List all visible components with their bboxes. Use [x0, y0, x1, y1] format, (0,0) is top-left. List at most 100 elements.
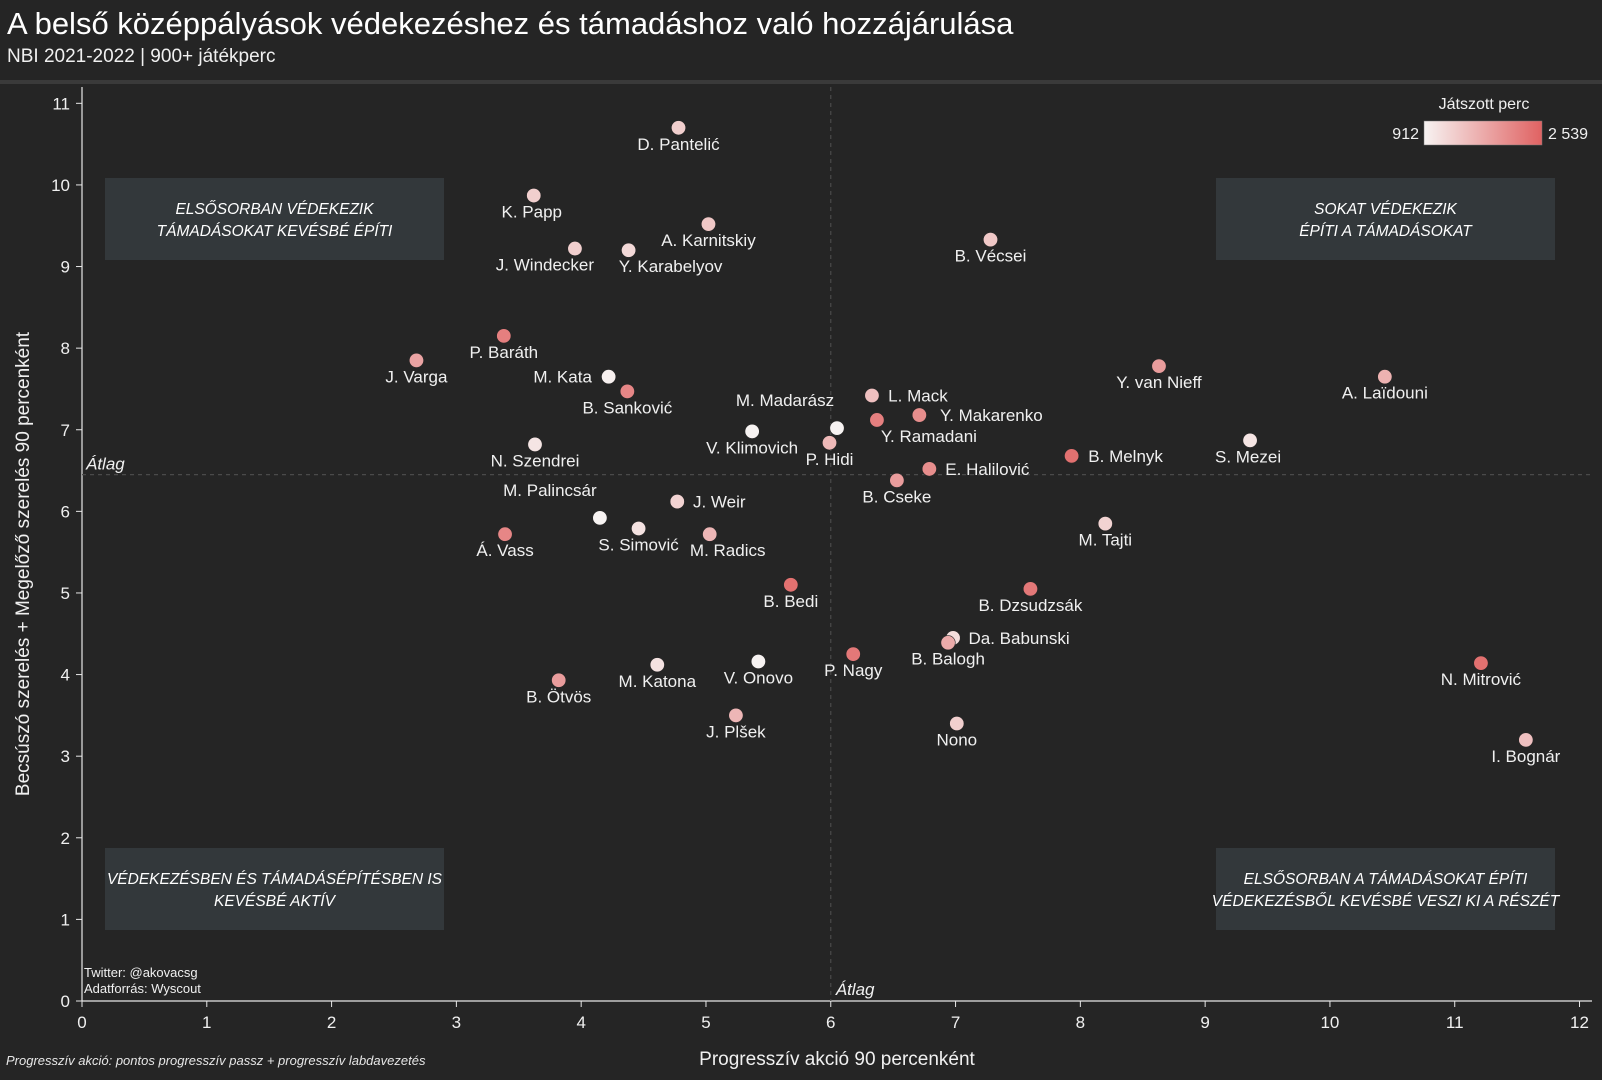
player-label: Da. Babunski: [968, 629, 1069, 648]
x-tick-label: 6: [826, 1013, 835, 1032]
player-label: B. Sanković: [582, 398, 672, 417]
quadrant-bottom-right: ELSŐSORBAN A TÁMADÁSOKAT ÉPÍTI VÉDEKEZÉSB…: [1212, 848, 1561, 930]
quadrant-label-line2: TÁMADÁSOKAT KEVÉSBÉ ÉPÍTI: [157, 223, 393, 240]
player-point: [911, 407, 927, 423]
quadrant-box: [1216, 848, 1555, 930]
player-label: M. Kata: [533, 368, 592, 387]
player-label: A. Karnitskiy: [661, 231, 756, 250]
player-point: [567, 241, 583, 257]
player-point: [496, 328, 512, 344]
quadrant-bottom-left: VÉDEKEZÉSBEN ÉS TÁMADÁSÉPÍTÉSBEN IS KEVÉS…: [105, 848, 444, 930]
x-tick-label: 5: [701, 1013, 710, 1032]
player-label: V. Onovo: [724, 669, 793, 688]
player-label: Nono: [936, 731, 977, 750]
player-label: B. Vécsei: [955, 247, 1027, 266]
player-point: [1242, 432, 1258, 448]
player-point: [526, 188, 542, 204]
player-point: [864, 387, 880, 403]
legend-min-label: 912: [1392, 126, 1419, 143]
player-point-group: K. Papp: [502, 188, 563, 222]
player-point-group: I. Bognár: [1491, 732, 1561, 766]
chart-subtitle: NBI 2021-2022 | 900+ játékperc: [7, 46, 276, 67]
player-point-group: S. Mezei: [1215, 432, 1281, 466]
player-point: [671, 120, 687, 136]
x-axis-label: Progresszív akció 90 percenként: [699, 1049, 975, 1070]
x-tick-label: 0: [77, 1013, 86, 1032]
player-point: [1473, 655, 1489, 671]
player-point: [621, 242, 637, 258]
player-point: [744, 423, 760, 439]
player-label: B. Melnyk: [1088, 447, 1163, 466]
player-point-group: B. Sanković: [582, 383, 673, 417]
player-point-group: B. Melnyk: [1064, 447, 1163, 466]
player-label: Y. Ramadani: [881, 427, 977, 446]
player-point-group: Y. van Nieff: [1116, 358, 1202, 392]
player-point: [669, 494, 685, 510]
player-point: [702, 526, 718, 542]
player-label: L. Mack: [888, 386, 948, 405]
player-point-group: A. Karnitskiy: [661, 216, 756, 250]
player-point: [1518, 732, 1534, 748]
player-point-group: V. Onovo: [724, 654, 793, 688]
y-tick-label: 3: [61, 747, 70, 766]
header-divider: [0, 80, 1602, 84]
player-point: [619, 383, 635, 399]
player-point-group: N. Szendrei: [491, 436, 579, 470]
player-point-group: V. Klimovich: [706, 423, 798, 457]
player-point: [1097, 516, 1113, 532]
player-point: [551, 672, 567, 688]
player-point: [921, 461, 937, 477]
player-point-group: B. Ötvös: [526, 672, 591, 706]
player-point-group: Nono: [936, 716, 977, 750]
y-tick-label: 5: [61, 584, 70, 603]
player-label: M. Palincsár: [503, 481, 597, 500]
quadrant-label-line2: VÉDEKEZÉSBŐL KEVÉSBÉ VESZI KI A RÉSZÉT: [1212, 893, 1561, 910]
player-label: K. Papp: [502, 203, 563, 222]
player-point-group: L. Mack: [864, 386, 948, 405]
chart-title: A belső középpályások védekezéshez és tá…: [7, 6, 1014, 41]
player-point-group: P. Hidi: [806, 435, 854, 469]
y-tick-label: 6: [61, 502, 70, 521]
player-label: P. Hidi: [806, 450, 854, 469]
player-label: Y. Makarenko: [940, 406, 1043, 425]
player-point-group: J. Weir: [669, 493, 746, 512]
player-label: M. Radics: [690, 541, 766, 560]
player-point: [601, 369, 617, 385]
player-label: M. Tajti: [1079, 531, 1133, 550]
player-point: [982, 232, 998, 248]
player-point-group: N. Mitrović: [1441, 655, 1522, 689]
player-label: V. Klimovich: [706, 438, 798, 457]
quadrant-label-line2: KEVÉSBÉ AKTÍV: [214, 893, 337, 910]
player-point-group: A. Laïdouni: [1342, 369, 1428, 403]
player-label: S. Simović: [598, 535, 679, 554]
quadrant-top-right: SOKAT VÉDEKEZIK ÉPÍTI A TÁMADÁSOKAT: [1216, 178, 1555, 260]
player-label: Á. Vass: [476, 541, 533, 560]
player-label: B. Ötvös: [526, 687, 591, 706]
credit-datasource: Adatforrás: Wyscout: [84, 981, 201, 996]
legend-max-label: 2 539: [1548, 126, 1588, 143]
player-label: B. Bedi: [763, 592, 818, 611]
player-point-group: J. Varga: [385, 352, 448, 386]
player-point-group: D. Pantelić: [637, 120, 720, 154]
color-legend: Játszott perc 912 2 539: [1392, 96, 1588, 146]
player-point: [1151, 358, 1167, 374]
player-point: [889, 472, 905, 488]
player-point: [527, 436, 543, 452]
player-point-group: P. Nagy: [824, 646, 883, 680]
player-point: [592, 510, 608, 526]
player-point: [497, 526, 513, 542]
x-tick-label: 9: [1200, 1013, 1209, 1032]
quadrant-label-line1: ELSŐSORBAN A TÁMADÁSOKAT ÉPÍTI: [1244, 871, 1528, 888]
player-label: J. Windecker: [496, 256, 595, 275]
quadrant-box: [105, 178, 444, 260]
credits: Twitter: @akovacsg Adatforrás: Wyscout: [84, 965, 201, 996]
player-point-group: Y. Karabelyov: [619, 242, 723, 276]
y-tick-label: 10: [51, 176, 70, 195]
player-label: I. Bognár: [1491, 747, 1560, 766]
player-label: N. Mitrović: [1441, 670, 1522, 689]
player-point-group: E. Halilović: [921, 460, 1030, 479]
x-tick-label: 1: [202, 1013, 211, 1032]
player-point-group: M. Tajti: [1079, 516, 1133, 550]
quadrant-box: [1216, 178, 1555, 260]
player-point-group: B. Dzsudzsák: [978, 581, 1083, 615]
